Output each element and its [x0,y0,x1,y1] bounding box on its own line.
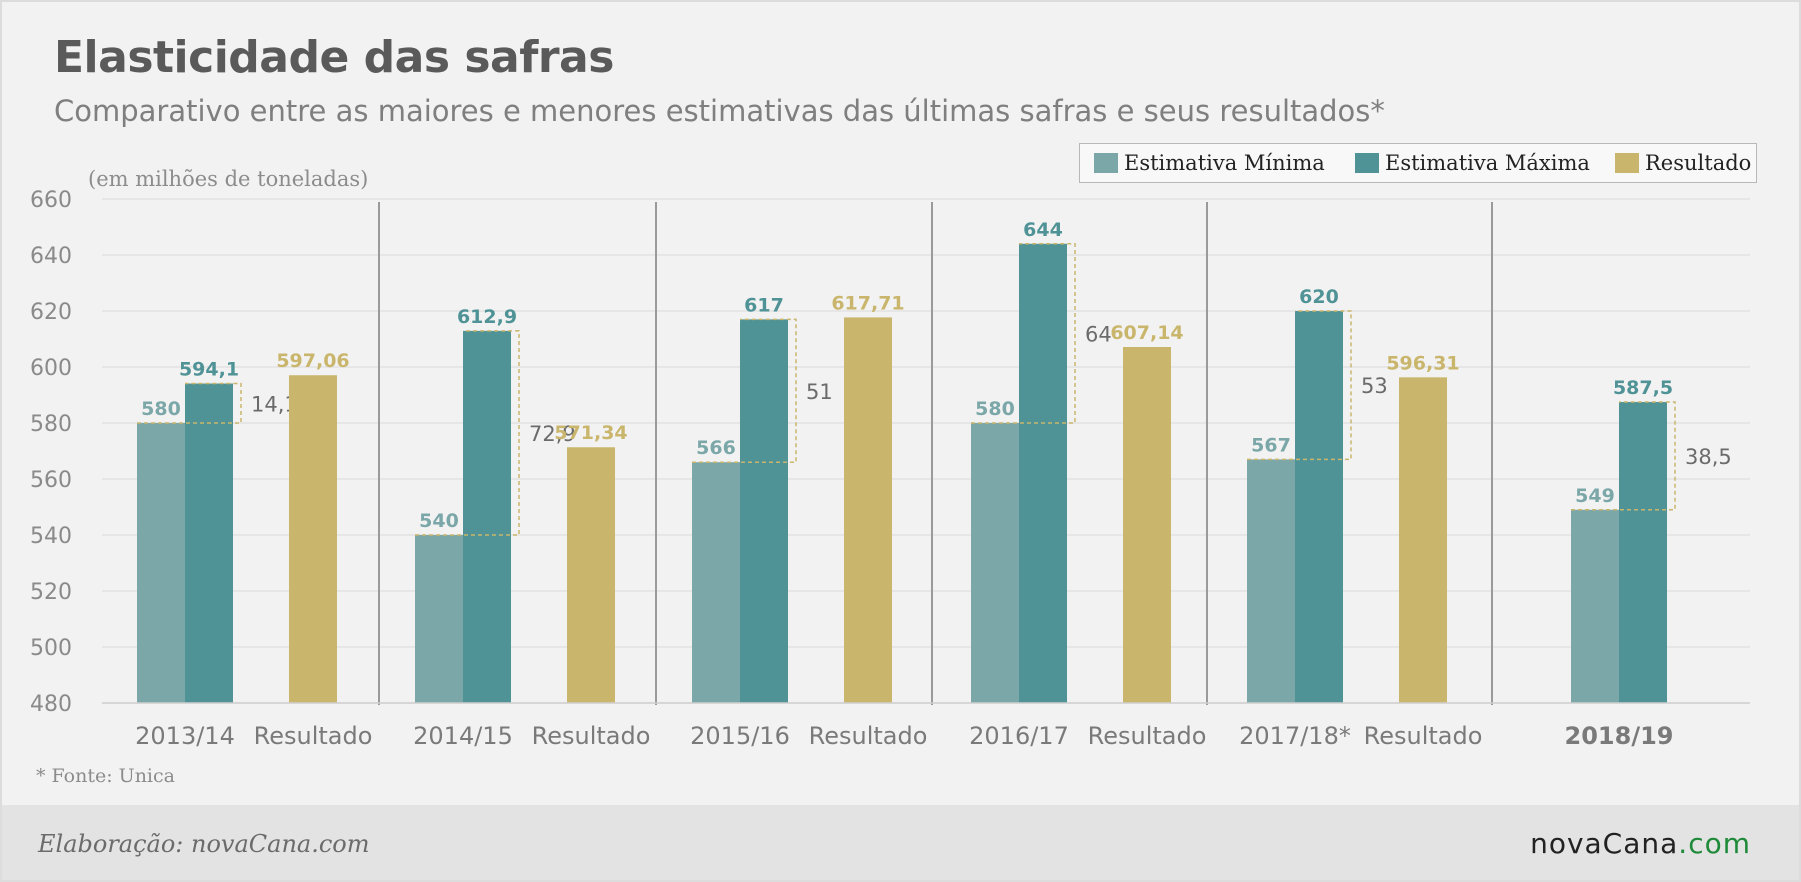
category-label: 2017/18* [1239,722,1351,750]
result-category-label: Resultado [254,722,373,750]
y-tick-label: 660 [30,188,72,213]
bar-min [1571,509,1619,703]
max-value-label: 644 [1023,219,1063,241]
difference-label: 53 [1361,374,1388,398]
category-label: 2014/15 [413,722,513,750]
bar-min [971,423,1019,703]
legend-label-max: Estimativa Máxima [1385,151,1590,175]
bar-result [1399,377,1447,703]
chart-title: Elasticidade das safras [54,32,614,83]
bar-max [1295,311,1343,703]
result-value-label: 597,06 [276,350,349,372]
y-tick-label: 480 [30,692,72,717]
legend-label-min: Estimativa Mínima [1124,151,1325,175]
bar-max [185,383,233,703]
difference-label: 72,9 [529,422,576,446]
bar-min [692,462,740,703]
bar-max [740,319,788,703]
min-value-label: 580 [975,398,1015,420]
bar-max [1019,243,1067,704]
difference-bracket [415,330,520,536]
bar-result [1123,347,1171,703]
max-value-label: 620 [1299,286,1339,308]
result-category-label: Resultado [1088,722,1207,750]
category-label: 2015/16 [690,722,790,750]
category-label: 2013/14 [135,722,235,750]
result-value-label: 607,14 [1110,322,1183,344]
bar-min [137,423,185,703]
credit-text: Elaboração: novaCana.com [38,830,370,858]
y-tick-label: 540 [30,524,72,549]
logo-main: novaCana [1530,827,1679,860]
legend-swatch-result [1615,153,1639,173]
category-label: 2016/17 [969,722,1069,750]
bar-chart: 480500520540560580600620640660580594,114… [30,188,1750,750]
result-value-label: 596,31 [1386,352,1459,374]
bar-min [415,535,463,703]
min-value-label: 540 [419,510,459,532]
max-value-label: 612,9 [457,306,517,328]
y-tick-label: 500 [30,636,72,661]
y-tick-label: 620 [30,300,72,325]
min-value-label: 566 [696,437,736,459]
chart-subtitle: Comparativo entre as maiores e menores e… [54,94,1385,128]
difference-bracket [1247,310,1352,461]
footnote: * Fonte: Unica [36,765,175,787]
max-value-label: 617 [744,294,784,316]
min-value-label: 567 [1251,434,1291,456]
y-tick-label: 560 [30,468,72,493]
max-value-label: 587,5 [1613,377,1673,399]
bar-max [463,330,511,703]
bar-result [289,375,337,703]
difference-bracket [692,318,797,463]
bar-max [1619,402,1667,703]
min-value-label: 580 [141,398,181,420]
result-category-label: Resultado [809,722,928,750]
difference-bracket [971,243,1076,424]
result-value-label: 617,71 [831,292,904,314]
logo-suffix: .com [1678,827,1751,860]
bar-result [844,317,892,703]
y-tick-label: 520 [30,580,72,605]
result-category-label: Resultado [532,722,651,750]
difference-bracket [137,382,242,424]
footer-bar [2,805,1799,880]
legend-swatch-max [1355,153,1379,173]
legend-item-min: Estimativa Mínima [1094,151,1325,175]
difference-label: 38,5 [1685,445,1732,469]
bar-result [567,447,615,703]
y-tick-label: 640 [30,244,72,269]
difference-label: 64 [1085,322,1112,346]
difference-label: 51 [806,380,833,404]
max-value-label: 594,1 [179,359,239,381]
legend-swatch-min [1094,153,1118,173]
y-tick-label: 600 [30,356,72,381]
legend-item-result: Resultado [1615,151,1751,175]
difference-bracket [1571,401,1676,511]
bar-min [1247,459,1295,703]
legend-item-max: Estimativa Máxima [1355,151,1590,175]
novacana-logo: novaCana.com [1530,827,1751,860]
result-value-label: 571,34 [554,422,627,444]
legend: Estimativa Mínima Estimativa Máxima Resu… [1079,143,1757,183]
category-label: 2018/19 [1565,722,1674,750]
y-tick-label: 580 [30,412,72,437]
result-category-label: Resultado [1364,722,1483,750]
legend-label-result: Resultado [1645,151,1752,175]
min-value-label: 549 [1575,485,1615,507]
unit-note: (em milhões de toneladas) [88,167,369,191]
